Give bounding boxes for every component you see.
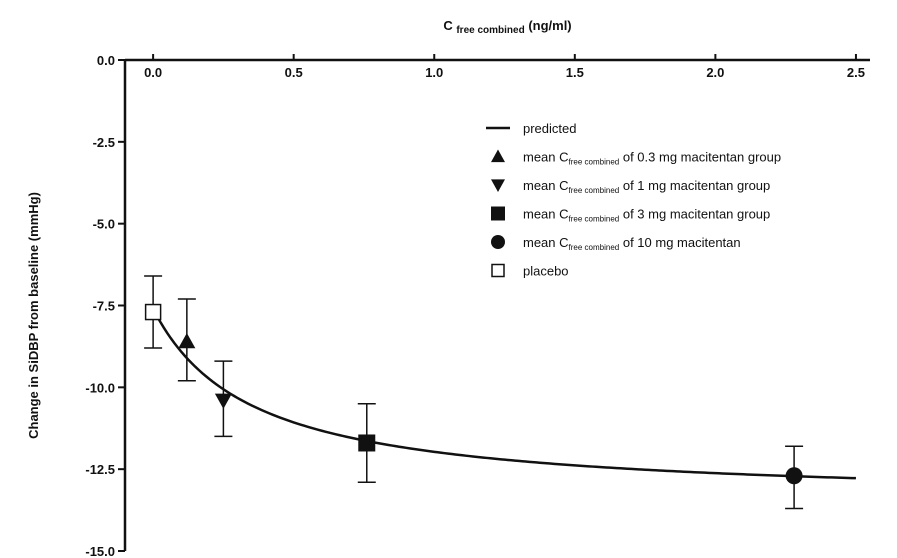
x-tick-label: 1.5	[566, 65, 584, 80]
legend-marker-triangle-up	[491, 149, 505, 163]
predicted-curve-group	[152, 308, 856, 480]
legend-marker-square	[491, 206, 505, 221]
x-tick-label: 2.5	[847, 65, 865, 80]
y-tick-label: -15.0	[85, 544, 115, 558]
x-tick-label: 0.5	[285, 65, 303, 80]
legend-label: mean Cfree combined of 0.3 mg macitentan…	[523, 150, 781, 167]
predicted-curve	[152, 308, 856, 480]
data-point-triangle-up	[178, 333, 196, 349]
data-point-triangle-down	[214, 393, 232, 409]
data-point-circle	[785, 467, 803, 485]
y-tick-label: 0.0	[97, 53, 115, 68]
legend-label: mean Cfree combined of 3 mg macitentan g…	[523, 207, 770, 224]
legend: predicted mean Cfree combined of 0.3 mg m…	[486, 121, 781, 279]
legend-marker-square-open	[491, 263, 505, 278]
x-tick-label: 2.0	[706, 65, 724, 80]
y-tick-label: -7.5	[93, 299, 115, 314]
data-point-square	[358, 434, 376, 452]
y-tick-label: -5.0	[93, 217, 115, 232]
x-tick-label: 0.0	[144, 65, 162, 80]
y-axis-title: Change in SiDBP from baseline (mmHg)	[26, 192, 41, 439]
legend-label: placebo	[523, 264, 569, 279]
y-tick-label: -2.5	[93, 135, 115, 150]
axes: 0.0 0.5 1.0 1.5 2.0 2.5 0.0 -2.5 -5.0 -7.5 -10.0 -1…	[26, 18, 870, 558]
legend-label: mean Cfree combined of 10 mg macitentan	[523, 235, 741, 252]
x-tick-label: 1.0	[425, 65, 443, 80]
y-tick-label: -12.5	[85, 462, 115, 477]
legend-label: mean Cfree combined of 1 mg macitentan g…	[523, 178, 770, 195]
y-tick-label: -10.0	[85, 380, 115, 395]
data-point-square-open	[144, 303, 162, 321]
data-points	[144, 275, 804, 510]
legend-label: predicted	[523, 121, 576, 136]
legend-marker-triangle-down	[491, 179, 505, 192]
x-axis-title: C free combined (ng/ml)	[443, 18, 571, 36]
legend-marker-circle	[491, 235, 505, 249]
